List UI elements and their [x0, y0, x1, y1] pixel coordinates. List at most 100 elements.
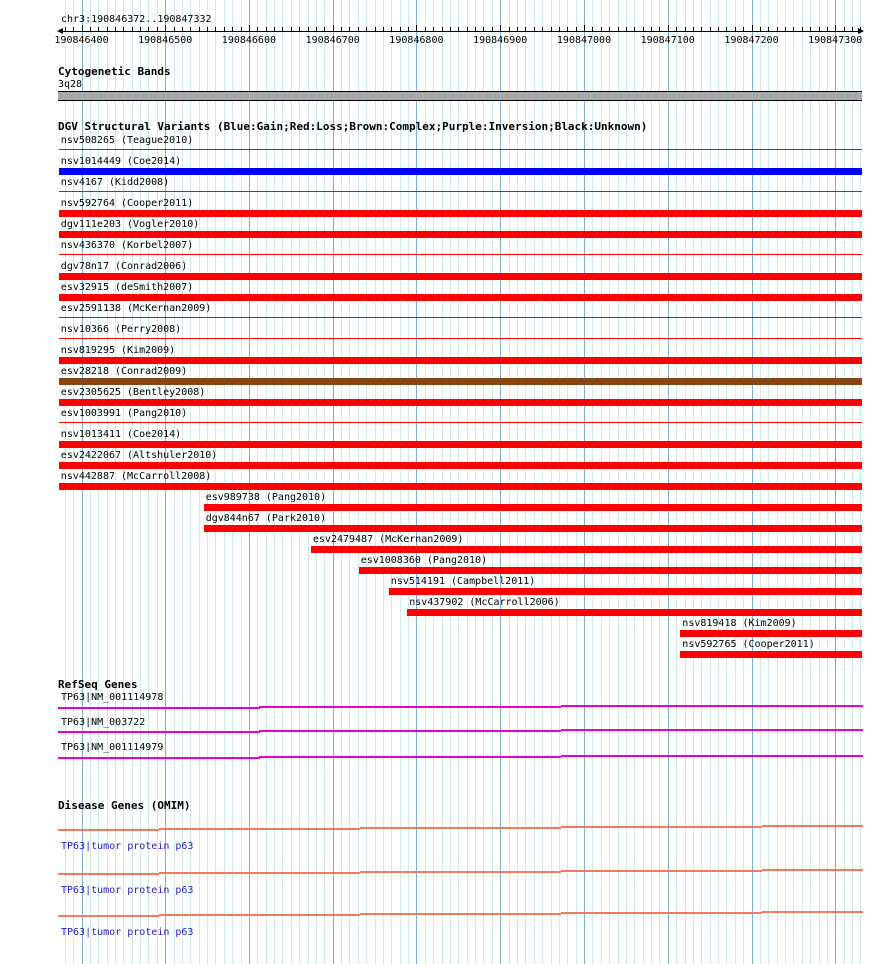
- variant-bar[interactable]: [58, 168, 862, 175]
- variant-bar[interactable]: [58, 338, 862, 339]
- disease-gene-line[interactable]: [58, 873, 159, 875]
- refseq-gene-line[interactable]: [661, 755, 762, 757]
- refseq-gene-line[interactable]: [58, 757, 159, 759]
- refseq-gene-line[interactable]: [259, 706, 360, 708]
- variant-bar[interactable]: [388, 588, 862, 595]
- refseq-gene-line[interactable]: [560, 705, 662, 707]
- variant-bar[interactable]: [358, 567, 862, 574]
- disease-gene-line[interactable]: [259, 828, 360, 830]
- refseq-gene-line[interactable]: [661, 705, 762, 707]
- disease-gene-line[interactable]: [761, 825, 863, 827]
- disease-gene-line[interactable]: [158, 914, 260, 916]
- refseq-gene-line[interactable]: [158, 707, 260, 709]
- variant-bar[interactable]: [58, 273, 862, 280]
- cytoband-bar[interactable]: [58, 91, 862, 101]
- disease-gene-line[interactable]: [359, 913, 461, 915]
- variant-label[interactable]: esv2591138 (McKernan2009): [60, 303, 212, 314]
- refseq-gene-line[interactable]: [460, 706, 561, 708]
- disease-gene-line[interactable]: [158, 828, 260, 830]
- refseq-gene-line[interactable]: [460, 756, 561, 758]
- refseq-gene-line[interactable]: [359, 730, 461, 732]
- variant-bar[interactable]: [58, 399, 862, 406]
- disease-gene-line[interactable]: [158, 872, 260, 874]
- refseq-gene-line[interactable]: [560, 729, 662, 731]
- variant-label[interactable]: nsv4167 (Kidd2008): [60, 177, 170, 188]
- refseq-gene-line[interactable]: [359, 706, 461, 708]
- variant-label[interactable]: esv28218 (Conrad2009): [60, 366, 188, 377]
- refseq-gene-line[interactable]: [359, 756, 461, 758]
- variant-label[interactable]: nsv10366 (Perry2008): [60, 324, 182, 335]
- variant-bar[interactable]: [58, 294, 862, 301]
- variant-bar[interactable]: [203, 525, 862, 532]
- variant-label[interactable]: esv2422067 (Altshuler2010): [60, 450, 218, 461]
- refseq-gene-line[interactable]: [259, 756, 360, 758]
- disease-gene-line[interactable]: [761, 911, 863, 913]
- variant-label[interactable]: esv1008360 (Pang2010): [360, 555, 488, 566]
- variant-bar[interactable]: [58, 422, 862, 423]
- variant-label[interactable]: nsv1013411 (Coe2014): [60, 429, 182, 440]
- variant-bar[interactable]: [58, 378, 862, 385]
- disease-gene-label[interactable]: TP63|tumor protein p63: [61, 841, 194, 852]
- variant-bar[interactable]: [58, 210, 862, 217]
- disease-gene-label[interactable]: TP63|tumor protein p63: [61, 927, 194, 938]
- variant-bar[interactable]: [58, 483, 862, 490]
- variant-label[interactable]: nsv508265 (Teague2010): [60, 135, 194, 146]
- variant-label[interactable]: dgv78n17 (Conrad2006): [60, 261, 188, 272]
- variant-label[interactable]: esv1003991 (Pang2010): [60, 408, 188, 419]
- disease-gene-line[interactable]: [560, 912, 662, 914]
- disease-gene-label[interactable]: TP63|tumor protein p63: [61, 885, 194, 896]
- variant-bar[interactable]: [680, 630, 862, 637]
- variant-label[interactable]: nsv592764 (Cooper2011): [60, 198, 194, 209]
- disease-gene-line[interactable]: [460, 913, 561, 915]
- variant-label[interactable]: dgv844n67 (Park2010): [205, 513, 327, 524]
- disease-gene-line[interactable]: [58, 829, 159, 831]
- variant-bar[interactable]: [58, 357, 862, 364]
- refseq-gene-line[interactable]: [460, 730, 561, 732]
- disease-gene-line[interactable]: [560, 870, 662, 872]
- disease-gene-line[interactable]: [259, 914, 360, 916]
- variant-label[interactable]: nsv514191 (Campbell2011): [390, 576, 536, 587]
- disease-gene-line[interactable]: [460, 871, 561, 873]
- variant-label[interactable]: nsv437902 (McCarroll2006): [409, 597, 560, 608]
- disease-gene-line[interactable]: [661, 826, 762, 828]
- refseq-gene-line[interactable]: [560, 755, 662, 757]
- variant-label[interactable]: esv32915 (deSmith2007): [60, 282, 194, 293]
- variant-bar[interactable]: [680, 651, 862, 658]
- disease-gene-line[interactable]: [661, 912, 762, 914]
- variant-bar[interactable]: [58, 317, 862, 318]
- refseq-gene-label[interactable]: TP63|NM_001114978: [61, 692, 164, 703]
- variant-bar[interactable]: [58, 191, 862, 192]
- disease-gene-line[interactable]: [359, 827, 461, 829]
- variant-bar[interactable]: [58, 149, 862, 150]
- variant-label[interactable]: nsv442887 (McCarroll2008): [60, 471, 212, 482]
- disease-gene-line[interactable]: [359, 871, 461, 873]
- refseq-gene-line[interactable]: [158, 731, 260, 733]
- disease-gene-line[interactable]: [259, 872, 360, 874]
- variant-bar[interactable]: [407, 609, 862, 616]
- variant-label[interactable]: nsv819295 (Kim2009): [60, 345, 176, 356]
- variant-label[interactable]: esv989738 (Pang2010): [205, 492, 327, 503]
- variant-label[interactable]: nsv436370 (Korbel2007): [60, 240, 194, 251]
- refseq-gene-line[interactable]: [761, 729, 863, 731]
- refseq-gene-label[interactable]: TP63|NM_003722: [61, 717, 146, 728]
- disease-gene-line[interactable]: [661, 870, 762, 872]
- variant-label[interactable]: esv2305625 (Bentley2008): [60, 387, 206, 398]
- variant-bar[interactable]: [58, 462, 862, 469]
- disease-gene-line[interactable]: [460, 827, 561, 829]
- variant-bar[interactable]: [58, 231, 862, 238]
- variant-label[interactable]: dgv111e203 (Vogler2010): [60, 219, 200, 230]
- refseq-gene-line[interactable]: [58, 731, 159, 733]
- refseq-gene-line[interactable]: [661, 729, 762, 731]
- refseq-gene-line[interactable]: [761, 705, 863, 707]
- disease-gene-line[interactable]: [761, 869, 863, 871]
- disease-gene-line[interactable]: [560, 826, 662, 828]
- variant-label[interactable]: nsv1014449 (Coe2014): [60, 156, 182, 167]
- refseq-gene-line[interactable]: [58, 707, 159, 709]
- variant-bar[interactable]: [310, 546, 862, 553]
- variant-bar[interactable]: [58, 441, 862, 448]
- refseq-gene-line[interactable]: [259, 730, 360, 732]
- refseq-gene-label[interactable]: TP63|NM_001114979: [61, 742, 164, 753]
- variant-bar[interactable]: [58, 254, 862, 255]
- refseq-gene-line[interactable]: [158, 757, 260, 759]
- variant-label[interactable]: nsv592765 (Cooper2011): [682, 639, 815, 650]
